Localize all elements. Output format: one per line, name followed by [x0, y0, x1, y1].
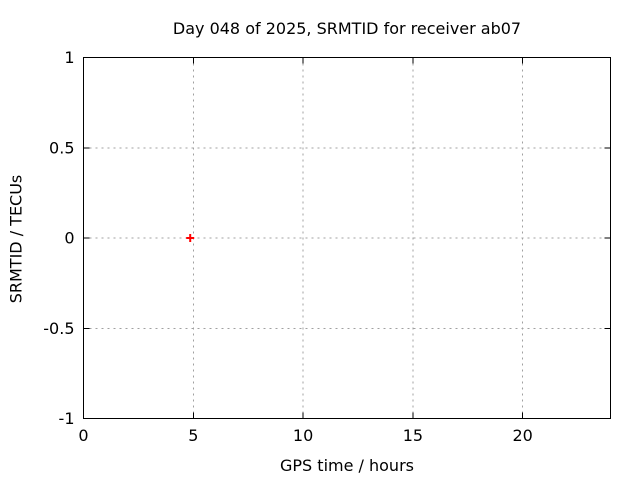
x-tick-label: 20 — [512, 426, 532, 445]
y-tick-label: 1 — [64, 48, 74, 67]
x-tick-label: 10 — [293, 426, 313, 445]
chart-title: Day 048 of 2025, SRMTID for receiver ab0… — [172, 19, 522, 38]
y-tick-label: -0.5 — [43, 319, 74, 338]
y-tick-label: 0 — [64, 229, 74, 248]
x-tick-label: 0 — [78, 426, 88, 445]
y-tick-label: 0.5 — [49, 138, 74, 157]
x-tick-label: 5 — [188, 426, 198, 445]
y-axis-label: SRMTID / TECUs — [6, 174, 26, 304]
x-tick-label: 15 — [403, 426, 423, 445]
x-axis-label: GPS time / hours — [280, 456, 414, 475]
y-tick-label: -1 — [59, 409, 75, 428]
